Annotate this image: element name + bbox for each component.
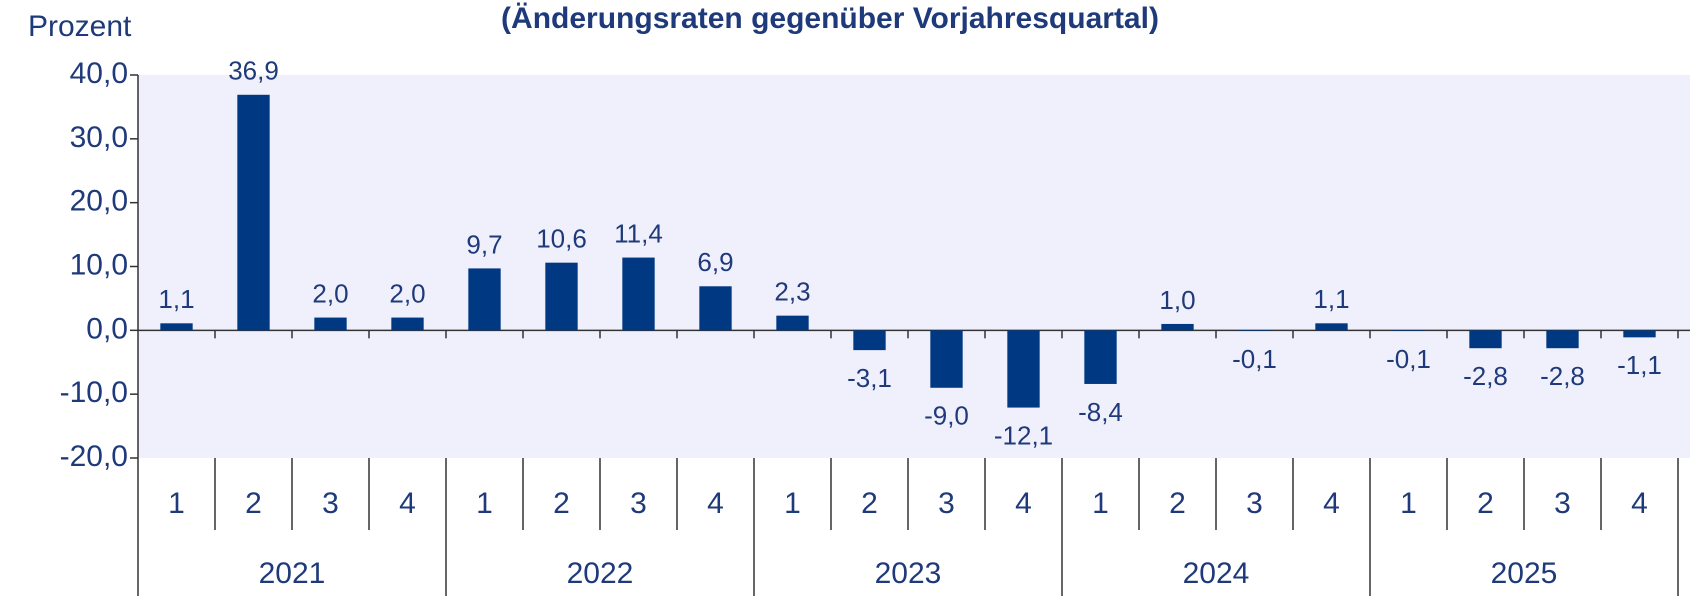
value-label: -8,4 bbox=[1078, 397, 1123, 427]
group-label: 2024 bbox=[1183, 557, 1250, 590]
value-label: 36,9 bbox=[228, 56, 279, 86]
value-label: 1,0 bbox=[1159, 285, 1195, 315]
bar bbox=[1623, 330, 1656, 338]
y-tick-label: -10,0 bbox=[60, 376, 128, 409]
x-tick-label: 4 bbox=[1015, 487, 1032, 520]
y-axis-label: Prozent bbox=[28, 10, 132, 43]
y-tick-label: 10,0 bbox=[70, 248, 128, 281]
x-tick-label: 2 bbox=[553, 487, 570, 520]
y-tick-label: -20,0 bbox=[60, 440, 128, 473]
x-tick-label: 2 bbox=[1477, 487, 1494, 520]
x-tick-label: 2 bbox=[245, 487, 262, 520]
bar bbox=[468, 268, 501, 331]
x-tick-label: 1 bbox=[1092, 487, 1109, 520]
value-label: 2,0 bbox=[312, 278, 348, 308]
value-label: 10,6 bbox=[536, 224, 587, 254]
value-label: -2,8 bbox=[1463, 361, 1508, 391]
value-label: 2,3 bbox=[774, 277, 810, 307]
bar bbox=[1469, 330, 1502, 349]
bar bbox=[1161, 323, 1194, 331]
x-tick-label: 1 bbox=[476, 487, 493, 520]
bar bbox=[391, 317, 424, 331]
value-label: -12,1 bbox=[994, 420, 1053, 450]
x-tick-label: 3 bbox=[630, 487, 647, 520]
x-tick-label: 3 bbox=[1554, 487, 1571, 520]
group-label: 2025 bbox=[1491, 557, 1558, 590]
bar bbox=[160, 323, 193, 331]
bar bbox=[1007, 330, 1040, 408]
x-tick-label: 2 bbox=[861, 487, 878, 520]
x-tick-label: 4 bbox=[1323, 487, 1340, 520]
group-label: 2023 bbox=[875, 557, 942, 590]
y-tick-label: 0,0 bbox=[86, 312, 128, 345]
value-label: -3,1 bbox=[847, 363, 892, 393]
bar bbox=[622, 257, 655, 331]
group-label: 2022 bbox=[567, 557, 634, 590]
x-tick-label: 4 bbox=[707, 487, 724, 520]
value-label: 2,0 bbox=[389, 278, 425, 308]
bar bbox=[930, 330, 963, 388]
bar bbox=[1238, 330, 1271, 331]
plot-background bbox=[138, 75, 1690, 458]
value-label: 9,7 bbox=[466, 229, 502, 259]
value-label: -2,8 bbox=[1540, 361, 1585, 391]
bar bbox=[1392, 330, 1425, 331]
value-label: 1,1 bbox=[158, 284, 194, 314]
bar bbox=[237, 94, 270, 331]
value-label: 1,1 bbox=[1313, 284, 1349, 314]
value-label: -0,1 bbox=[1386, 344, 1431, 374]
x-tick-label: 3 bbox=[938, 487, 955, 520]
y-tick-label: 20,0 bbox=[70, 185, 128, 218]
bar bbox=[1315, 323, 1348, 331]
x-tick-label: 1 bbox=[168, 487, 185, 520]
x-tick-label: 1 bbox=[1400, 487, 1417, 520]
value-label: -9,0 bbox=[924, 401, 969, 431]
x-tick-label: 3 bbox=[1246, 487, 1263, 520]
bar bbox=[776, 315, 809, 331]
chart-title: (Änderungsraten gegenüber Vorjahresquart… bbox=[501, 2, 1159, 35]
x-tick-label: 4 bbox=[399, 487, 416, 520]
value-label: 11,4 bbox=[614, 218, 663, 248]
value-label: 6,9 bbox=[697, 247, 733, 277]
bar bbox=[853, 330, 886, 351]
bar bbox=[699, 286, 732, 331]
bar bbox=[545, 262, 578, 331]
y-tick-label: 30,0 bbox=[70, 121, 128, 154]
group-label: 2021 bbox=[259, 557, 326, 590]
bar bbox=[314, 317, 347, 331]
value-label: -1,1 bbox=[1617, 350, 1662, 380]
x-tick-label: 3 bbox=[322, 487, 339, 520]
y-tick-label: 40,0 bbox=[70, 57, 128, 90]
bar bbox=[1084, 330, 1117, 384]
x-tick-label: 1 bbox=[784, 487, 801, 520]
x-tick-label: 2 bbox=[1169, 487, 1186, 520]
bar bbox=[1546, 330, 1579, 349]
value-label: -0,1 bbox=[1232, 344, 1277, 374]
x-tick-label: 4 bbox=[1631, 487, 1648, 520]
